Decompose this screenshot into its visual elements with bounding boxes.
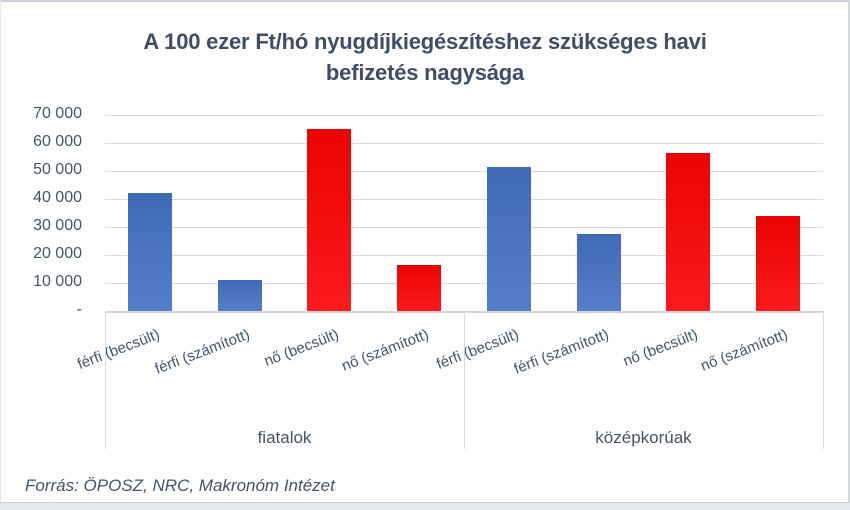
gridline <box>105 171 823 172</box>
y-tick-label: - <box>76 301 82 318</box>
group-divider <box>823 311 824 449</box>
gridline <box>105 283 823 284</box>
x-category-label: nő (számított) <box>698 326 791 375</box>
bar <box>577 234 621 311</box>
chart-title: A 100 ezer Ft/hó nyugdíjkiegészítéshez s… <box>0 26 850 88</box>
gridline <box>105 255 823 256</box>
y-tick-label: 70 000 <box>33 105 82 122</box>
bar <box>307 129 351 311</box>
group-divider <box>105 311 106 449</box>
y-tick-label: 40 000 <box>33 189 82 206</box>
gridline <box>105 143 823 144</box>
y-tick-label: 10 000 <box>33 273 82 290</box>
window-left-edge <box>0 0 1 510</box>
x-category-label: nő (számított) <box>339 326 432 375</box>
gridline <box>105 115 823 116</box>
bar <box>487 167 531 311</box>
x-category-label: férfi (becsült) <box>434 326 522 373</box>
bar <box>128 193 172 311</box>
y-tick-label: 20 000 <box>33 245 82 262</box>
chart-title-line-1: A 100 ezer Ft/hó nyugdíjkiegészítéshez s… <box>143 29 707 54</box>
window-top-edge <box>0 0 850 2</box>
group-label: középkorúak <box>595 428 692 447</box>
y-tick-label: 60 000 <box>33 133 82 150</box>
gridline <box>105 227 823 228</box>
x-category-label: nő (becsült) <box>261 326 342 370</box>
y-tick-label: 50 000 <box>33 161 82 178</box>
bar <box>756 216 800 311</box>
x-category-label: nő (becsült) <box>620 326 701 370</box>
gridline <box>105 199 823 200</box>
bar <box>666 153 710 311</box>
source-note: Forrás: ÖPOSZ, NRC, Makronóm Intézet <box>25 476 335 495</box>
chart-title-line-2: befizetés nagysága <box>325 60 525 85</box>
bar <box>218 280 262 311</box>
bottom-edge-band <box>0 502 850 510</box>
window-right-edge <box>848 0 850 510</box>
bar <box>397 265 441 311</box>
y-tick-label: 30 000 <box>33 217 82 234</box>
group-label: fiatalok <box>257 428 312 447</box>
group-divider <box>464 311 465 449</box>
